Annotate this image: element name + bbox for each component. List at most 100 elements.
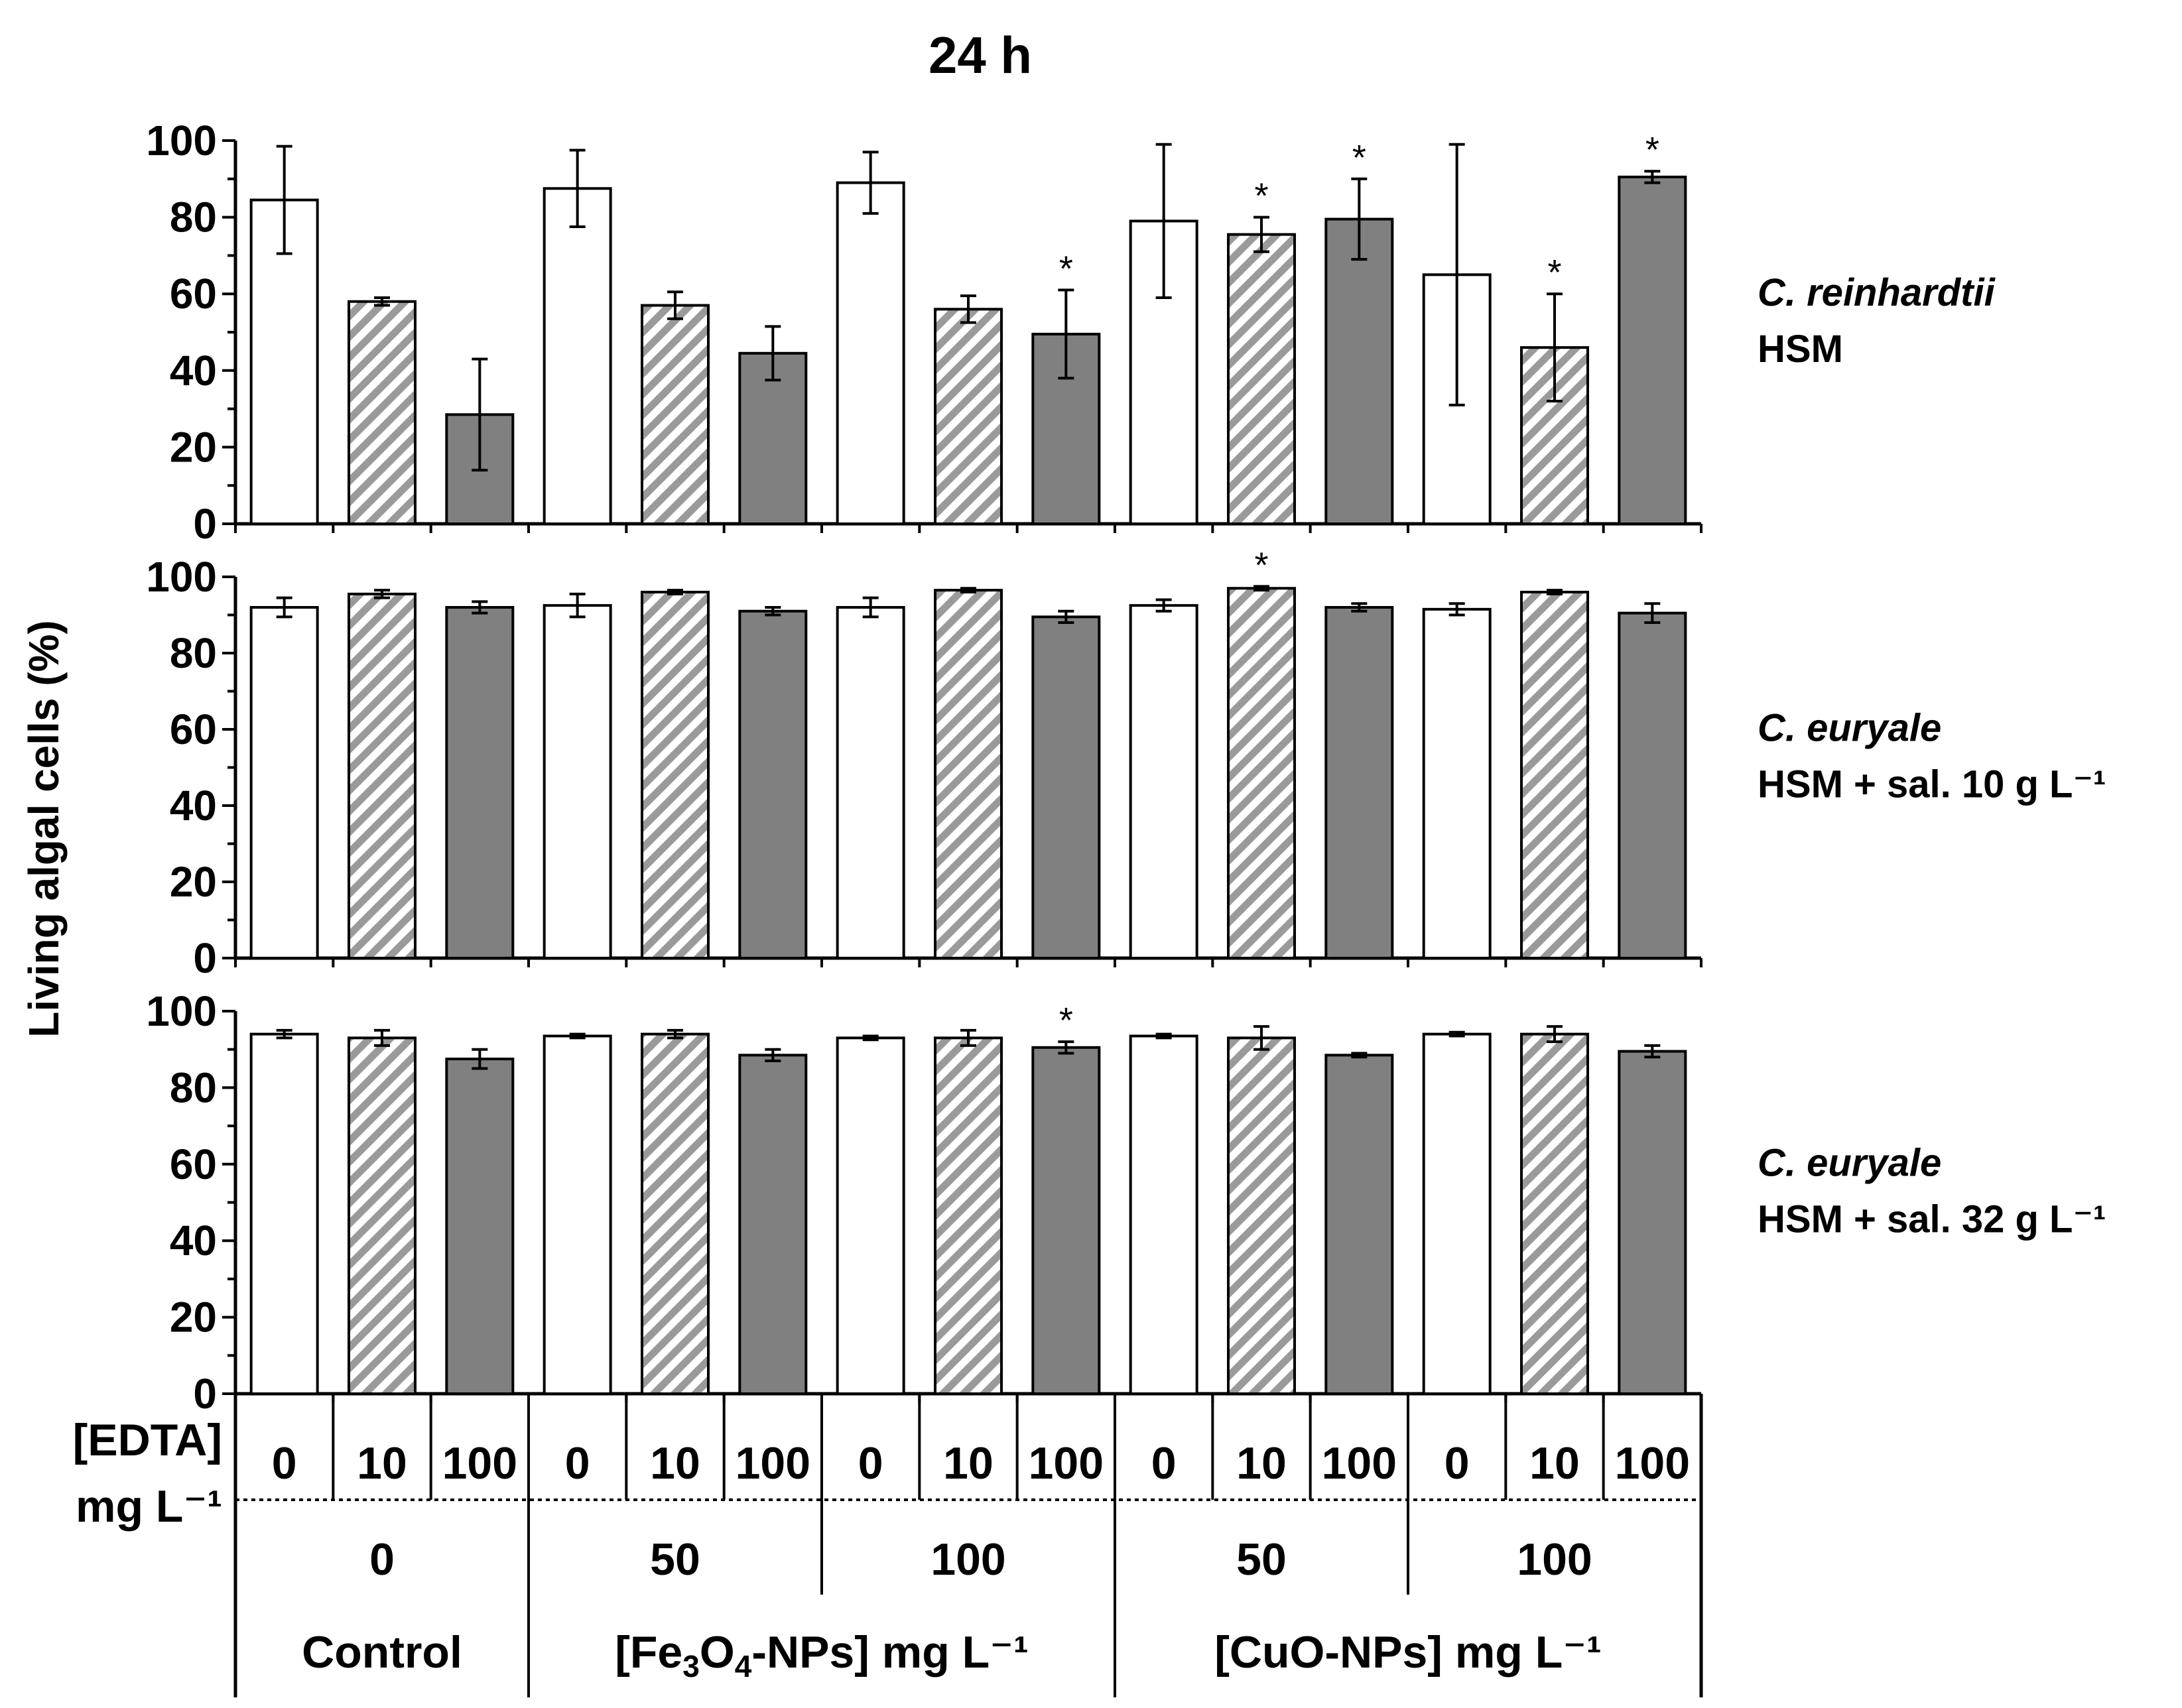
error-bar [472,1048,488,1070]
edta-level-label: 10 [943,1438,994,1489]
error-bar [1155,143,1172,299]
y-tick-label: 0 [193,500,217,548]
bar [1422,607,1492,959]
error-bar [1448,143,1465,406]
error-bar [1351,602,1368,613]
significance-star: * [1352,138,1366,178]
y-tick-label: 40 [170,782,217,829]
y-tick-label: 100 [146,553,217,601]
error-bar [1155,1032,1172,1040]
edta-level-label: 10 [650,1438,700,1489]
error-bar [862,151,879,215]
bar [543,187,612,525]
significance-star: * [1645,130,1659,170]
error-bar [1547,1025,1563,1044]
bar [1324,606,1394,959]
error-bar [667,290,683,320]
bar [738,1054,808,1395]
edta-level-label: 0 [272,1438,297,1489]
significance-star: * [1059,1001,1073,1040]
edta-level-label: 10 [1529,1438,1580,1489]
error-bar [960,587,976,593]
y-tick-label: 60 [170,1140,217,1188]
bar [1031,615,1101,959]
edta-level-label: 0 [1444,1438,1470,1489]
np-concentration-label: 50 [650,1534,700,1585]
error-bar [1253,1025,1269,1051]
error-bar [765,606,781,617]
error-bar [1448,602,1465,617]
bar [738,351,808,525]
bar [1618,611,1687,959]
bar [1520,1032,1589,1395]
np-concentration-label: 50 [1236,1534,1287,1585]
bar [836,1036,905,1395]
error-bar [569,1032,586,1040]
panel-medium-label: HSM [1758,328,1843,371]
y-tick-label: 100 [146,117,217,164]
panel-medium-label: HSM + sal. 10 g L⁻¹ [1758,763,2106,806]
y-axis-label: Living algal cells (%) [20,620,68,1038]
error-bar [1253,585,1269,592]
error-bar [374,296,390,307]
error-bar [569,149,586,229]
bar [445,606,515,959]
error-bar [862,1034,879,1042]
bar [348,592,417,959]
bar [934,589,1003,959]
error-bar [765,325,781,382]
bar [1227,233,1296,525]
bar [1031,1046,1101,1395]
error-bar [1351,1052,1368,1059]
edta-level-label: 10 [357,1438,407,1489]
error-bar [1547,292,1563,403]
treatment-group-label: [Fe3O4-NPs] mg L⁻¹ [615,1627,1029,1683]
error-bar [1351,177,1368,261]
bar [249,606,319,959]
y-tick-label: 0 [193,934,217,982]
y-tick-label: 60 [170,270,217,318]
error-bar [472,600,488,615]
y-tick-label: 20 [170,858,217,906]
edta-level-label: 0 [565,1438,590,1489]
significance-star: * [1254,545,1268,585]
error-bar [1644,170,1661,184]
bar [1520,591,1589,959]
panel-1: 0 20 40 60 80 100 * * * * * C. reinhardtii HSM [146,117,1996,548]
edta-level-label: 10 [1236,1438,1287,1489]
error-bar [960,294,976,324]
error-bar [667,1028,683,1040]
error-bar [276,145,292,255]
error-bar [1155,598,1172,613]
bar [1324,1054,1394,1395]
panel-species-label: C. euryale [1758,1142,1941,1185]
error-bar [1644,602,1661,624]
bar [543,604,612,959]
bar [641,1032,710,1395]
error-bar [862,596,879,619]
edta-level-label: 100 [442,1438,517,1489]
y-tick-label: 60 [170,705,217,753]
bar [641,591,710,959]
error-bar [1058,1040,1074,1055]
category-axis-table: [EDTA] mg L⁻¹ 0 10 100 0 10 100 0 10 100 0 10 100 0 1… [73,1394,1703,1697]
edta-level-label: 0 [858,1438,883,1489]
significance-star: * [1547,253,1561,292]
y-tick-label: 100 [146,987,217,1035]
bar [836,181,905,525]
edta-level-label: 0 [1151,1438,1177,1489]
error-bar [1253,215,1269,253]
panel-medium-label: HSM + sal. 32 g L⁻¹ [1758,1198,2106,1241]
error-bar [374,589,390,599]
bar [1618,175,1687,526]
y-tick-label: 80 [170,194,217,241]
bar [1324,217,1394,525]
significance-star: * [1254,176,1268,216]
bar [348,1036,417,1395]
y-tick-label: 40 [170,1217,217,1264]
y-tick-label: 80 [170,629,217,677]
bar [641,304,710,525]
bar [1129,604,1198,959]
bar [738,609,808,959]
